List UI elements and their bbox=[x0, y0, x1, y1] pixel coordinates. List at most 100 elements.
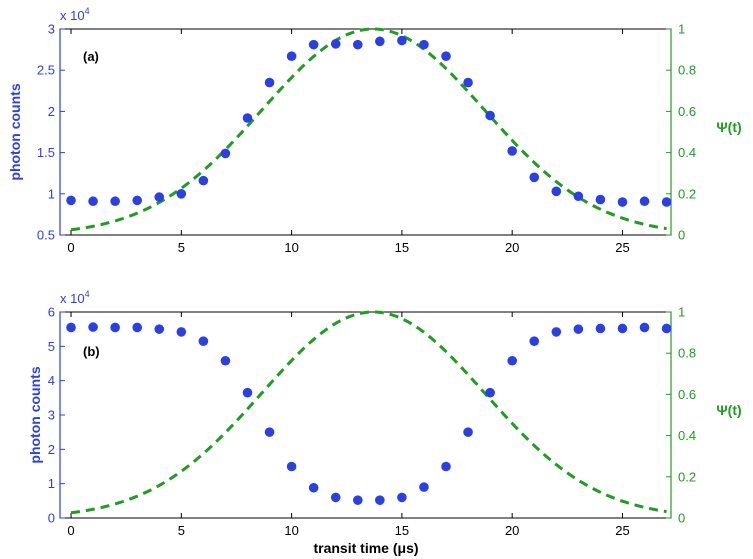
data-point bbox=[529, 172, 540, 183]
data-point bbox=[330, 492, 341, 503]
panel-b: 0 1 2 3 4 5 6 0 0.2 0.4 0.6 0.8 1 0 5 10 15 20 25 (b) x … bbox=[27, 289, 742, 556]
data-point bbox=[176, 189, 187, 199]
data-point bbox=[176, 327, 187, 337]
data-point bbox=[441, 51, 451, 61]
bottom-axis: 0 5 10 15 20 25 bbox=[67, 312, 630, 538]
data-point bbox=[573, 324, 584, 334]
y-left-tick-label: 2.5 bbox=[37, 63, 55, 78]
right-axis-label: Ψ(t) bbox=[716, 119, 741, 135]
data-point bbox=[485, 110, 495, 121]
left-axis: 0 1 2 3 4 5 6 bbox=[48, 305, 65, 526]
y-left-tick-label: 0 bbox=[48, 511, 55, 526]
y-right-tick-label: 0.2 bbox=[678, 186, 696, 201]
y-right-tick-label: 0.6 bbox=[678, 104, 696, 119]
data-point bbox=[132, 195, 143, 206]
y-left-tick-label: 4 bbox=[48, 373, 55, 388]
x-tick-label: 5 bbox=[178, 523, 185, 538]
data-point bbox=[286, 461, 297, 472]
y-left-tick-label: 3 bbox=[48, 408, 55, 423]
right-axis-label: Ψ(t) bbox=[716, 402, 741, 418]
x-tick-label: 20 bbox=[505, 523, 519, 538]
axis-multiplier: x 104 bbox=[60, 6, 90, 23]
x-tick-label: 10 bbox=[284, 240, 298, 255]
data-point bbox=[352, 39, 363, 50]
psi-curve bbox=[70, 27, 667, 232]
data-point bbox=[551, 186, 562, 197]
y-left-tick-label: 1 bbox=[48, 186, 55, 201]
data-point bbox=[242, 387, 253, 398]
data-point bbox=[110, 196, 120, 207]
x-tick-label: 25 bbox=[615, 523, 629, 538]
x-tick-label: 20 bbox=[505, 240, 519, 255]
plot-frame bbox=[59, 311, 672, 519]
data-point bbox=[617, 197, 628, 207]
data-point bbox=[463, 77, 473, 88]
series-layer bbox=[66, 27, 672, 232]
data-point bbox=[661, 197, 672, 207]
y-right-tick-label: 0.2 bbox=[678, 469, 696, 484]
y-right-tick-label: 1 bbox=[678, 305, 685, 320]
data-point bbox=[441, 461, 451, 472]
data-point bbox=[154, 192, 165, 202]
data-point bbox=[110, 322, 120, 333]
data-point bbox=[198, 336, 209, 346]
y-right-tick-label: 0 bbox=[678, 228, 685, 243]
left-axis-label: photon counts bbox=[7, 83, 23, 180]
plot-frame bbox=[59, 28, 672, 236]
y-right-tick-label: 0.8 bbox=[678, 63, 696, 78]
data-point bbox=[595, 323, 606, 334]
y-right-tick-label: 0.4 bbox=[678, 145, 696, 160]
data-point bbox=[308, 482, 319, 493]
right-axis: 0 0.2 0.4 0.6 0.8 1 bbox=[666, 305, 696, 526]
data-point bbox=[419, 482, 429, 492]
panel-label: (b) bbox=[83, 344, 100, 359]
data-point bbox=[308, 39, 319, 50]
data-point bbox=[132, 322, 143, 333]
bottom-axis: 0 5 10 15 20 25 bbox=[67, 29, 630, 255]
data-point bbox=[242, 113, 253, 123]
y-left-tick-label: 2 bbox=[48, 104, 55, 119]
y-right-tick-label: 1 bbox=[678, 22, 685, 37]
data-point bbox=[264, 427, 275, 437]
x-axis-label: transit time (μs) bbox=[313, 540, 418, 556]
data-point bbox=[551, 327, 562, 337]
data-point bbox=[419, 39, 429, 50]
data-point bbox=[595, 194, 606, 205]
data-point bbox=[639, 322, 650, 333]
data-point bbox=[529, 336, 540, 346]
data-point bbox=[220, 148, 231, 159]
data-point bbox=[154, 324, 165, 334]
y-left-tick-label: 1.5 bbox=[37, 145, 55, 160]
y-left-tick-label: 2 bbox=[48, 442, 55, 457]
data-point bbox=[220, 355, 231, 366]
y-right-tick-label: 0.6 bbox=[678, 387, 696, 402]
y-left-tick-label: 1 bbox=[48, 476, 55, 491]
x-tick-label: 15 bbox=[395, 240, 409, 255]
data-point bbox=[661, 323, 672, 334]
data-point bbox=[352, 495, 363, 505]
data-point bbox=[507, 355, 517, 366]
data-point bbox=[198, 175, 209, 186]
panel-a: 0.5 1 1.5 2 2.5 3 0 0.2 0.4 0.6 0.8 1 0 5 10 15 20 25 (… bbox=[7, 6, 742, 255]
y-right-tick-label: 0 bbox=[678, 511, 685, 526]
data-point bbox=[507, 146, 517, 156]
axis-multiplier: x 104 bbox=[60, 289, 90, 306]
data-point bbox=[573, 191, 584, 202]
psi-curve bbox=[70, 310, 667, 515]
data-point bbox=[88, 322, 98, 332]
x-tick-label: 0 bbox=[67, 523, 74, 538]
x-tick-label: 25 bbox=[615, 240, 629, 255]
left-axis-label: photon counts bbox=[27, 366, 43, 463]
panel-label: (a) bbox=[83, 49, 99, 64]
data-point bbox=[88, 196, 98, 207]
y-left-tick-label: 6 bbox=[48, 305, 55, 320]
right-axis: 0 0.2 0.4 0.6 0.8 1 bbox=[666, 22, 696, 243]
x-tick-label: 5 bbox=[178, 240, 185, 255]
data-point bbox=[66, 322, 76, 333]
x-tick-label: 10 bbox=[284, 523, 298, 538]
data-point bbox=[330, 39, 341, 49]
data-point bbox=[397, 492, 407, 503]
x-tick-label: 0 bbox=[67, 240, 74, 255]
data-point bbox=[397, 35, 407, 46]
y-left-tick-label: 5 bbox=[48, 339, 55, 354]
